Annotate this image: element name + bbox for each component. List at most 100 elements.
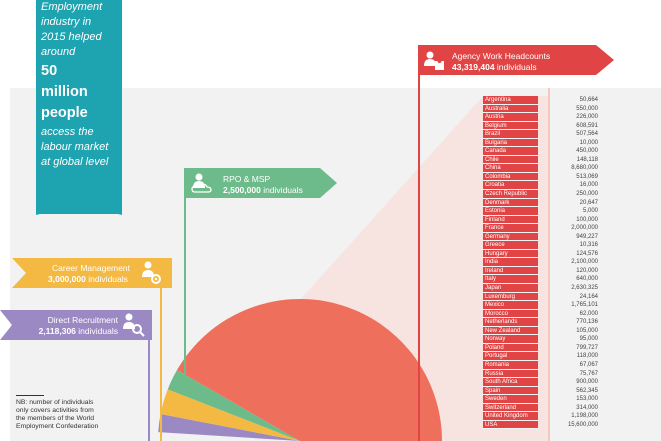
table-row: India 2,100,000 <box>483 258 598 267</box>
table-value-cell: 562,345 <box>576 387 598 394</box>
table-row: Russia 75,767 <box>483 369 598 379</box>
table-row: China 8,680,000 <box>483 164 598 173</box>
table-country-cell: Colombia <box>483 172 538 182</box>
rpo-callout-stem <box>184 190 186 380</box>
table-value-cell: 2,000,000 <box>571 225 598 232</box>
table-value-cell: 900,000 <box>576 379 598 386</box>
table-value-cell: 75,767 <box>579 370 598 377</box>
person-search-icon <box>123 313 145 337</box>
note-rule <box>16 395 44 396</box>
table-row: Germany 949,227 <box>483 232 598 242</box>
intro-line-4: around <box>41 46 76 58</box>
table-value-cell: 62,000 <box>579 310 598 317</box>
intro-line-5: access the <box>41 126 94 138</box>
intro-banner-notch <box>36 198 122 215</box>
direct-callout-value: 2,118,306 <box>38 326 76 336</box>
puzzle-person-icon <box>424 51 444 70</box>
table-value-cell: 507,564 <box>576 131 598 138</box>
table-value-cell: 95,000 <box>579 336 598 343</box>
table-value-cell: 16,000 <box>579 182 598 189</box>
agency-callout-stem <box>418 60 420 441</box>
intro-line-2: industry in <box>41 16 92 28</box>
table-country-cell: Morocco <box>483 309 538 319</box>
table-row: Chile 148,118 <box>483 155 598 165</box>
table-row: Austria 226,000 <box>483 113 598 122</box>
pie-slice-direct-recruitment <box>158 414 300 441</box>
table-value-cell: 1,198,000 <box>571 413 598 420</box>
table-value-cell: 15,600,000 <box>567 421 598 428</box>
direct-callout-stem <box>148 330 150 441</box>
cloud-person-icon <box>191 173 212 193</box>
table-country-cell: Spain <box>483 386 538 396</box>
table-value-cell: 5,000 <box>582 208 598 215</box>
agency-country-table: Argentina 50,664 Australia 550,000 Austria 22… <box>483 96 598 430</box>
table-country-cell: Greece <box>483 241 538 250</box>
table-country-cell: Brazil <box>483 130 538 139</box>
table-country-cell: Norway <box>483 335 538 344</box>
table-country-cell: China <box>483 164 538 173</box>
table-value-cell: 250,000 <box>576 191 598 198</box>
table-value-cell: 640,000 <box>576 276 598 283</box>
table-row: Australia 550,000 <box>483 104 598 114</box>
table-country-cell: Netherlands <box>483 318 538 327</box>
table-country-cell: Russia <box>483 369 538 379</box>
table-value-cell: 10,316 <box>579 242 598 249</box>
table-row: Japan 2,630,325 <box>483 284 598 293</box>
table-country-cell: Portugal <box>483 352 538 361</box>
table-country-cell: Bulgaria <box>483 138 538 148</box>
table-row: Brazil 507,564 <box>483 130 598 139</box>
table-country-cell: Italy <box>483 275 538 285</box>
table-row: USA 15,600,000 <box>483 420 598 430</box>
pie-slice-agency-work-headcounts <box>177 299 442 441</box>
rpo-callout-banner <box>184 168 337 198</box>
career-callout-value: 3,000,000 <box>48 274 86 284</box>
footnote-line-3: the members of the World <box>16 415 95 422</box>
table-row: Norway 95,000 <box>483 335 598 344</box>
table-value-cell: 2,630,325 <box>571 285 598 292</box>
table-row: Finland 100,000 <box>483 215 598 225</box>
direct-callout-name: Direct Recruitment <box>47 315 118 325</box>
rpo-callout-name: RPO & MSP <box>223 174 271 184</box>
table-row: Luxemburg 24,164 <box>483 292 598 302</box>
intro-big-1: 50 <box>41 63 58 79</box>
agency-callout-name: Agency Work Headcounts <box>452 51 551 61</box>
direct-callout-text: Direct Recruitment 2,118,306 individuals <box>18 315 118 337</box>
table-row: Estonia 5,000 <box>483 207 598 216</box>
table-country-cell: France <box>483 224 538 233</box>
table-country-cell: Canada <box>483 147 538 156</box>
table-row: South Africa 900,000 <box>483 378 598 387</box>
table-value-cell: 67,067 <box>579 361 598 368</box>
table-row: Argentina 50,664 <box>483 96 598 105</box>
table-row: Mexico 1,765,101 <box>483 301 598 310</box>
table-country-cell: Switzerland <box>483 403 538 413</box>
intro-line-7: at global level <box>41 156 109 168</box>
table-country-cell: Austria <box>483 113 538 122</box>
intro-line-1: Employment <box>41 1 103 13</box>
table-country-cell: United Kingdom <box>483 412 538 421</box>
table-country-cell: Belgium <box>483 121 538 131</box>
table-row: Poland 799,727 <box>483 343 598 353</box>
career-callout-unit: individuals <box>88 274 128 284</box>
table-row: France 2,000,000 <box>483 224 598 233</box>
table-value-cell: 20,647 <box>579 199 598 206</box>
footnote: NB: number of individuals only covers ac… <box>16 399 132 431</box>
table-value-cell: 118,000 <box>576 353 598 360</box>
career-callout-stem <box>160 270 162 441</box>
table-country-cell: Romania <box>483 360 538 370</box>
table-value-cell: 314,000 <box>576 404 598 411</box>
table-value-cell: 450,000 <box>576 148 598 155</box>
table-country-cell: Chile <box>483 155 538 165</box>
table-value-cell: 24,164 <box>579 293 598 300</box>
table-country-cell: Estonia <box>483 207 538 216</box>
table-row: Romania 67,067 <box>483 360 598 370</box>
intro-line-6: labour market <box>41 141 109 153</box>
table-value-cell: 799,727 <box>576 344 598 351</box>
table-value-cell: 50,664 <box>579 97 598 103</box>
table-country-cell: India <box>483 258 538 267</box>
footnote-line-1: NB: number of individuals <box>16 399 94 406</box>
table-row: Sweden 153,000 <box>483 395 598 404</box>
career-callout-text: Career Management 3,000,000 individuals <box>48 263 130 285</box>
agency-callout-text: Agency Work Headcounts 43,319,404 indivi… <box>452 51 550 73</box>
table-row: United Kingdom 1,198,000 <box>483 412 598 421</box>
table-value-cell: 1,765,101 <box>571 302 598 309</box>
